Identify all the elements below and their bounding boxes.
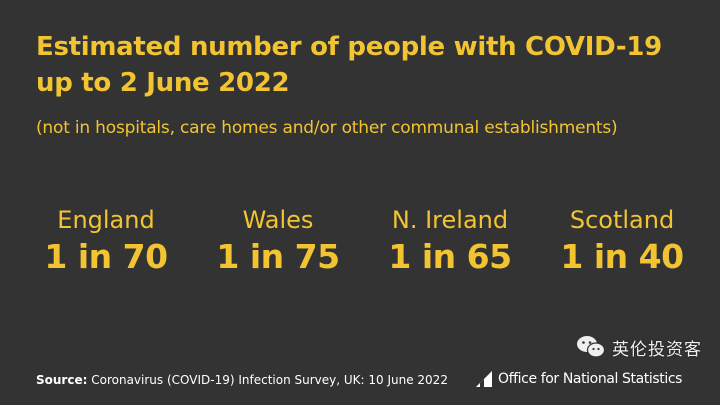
stat-region-name: England bbox=[57, 206, 155, 234]
watermark-text: 英伦投资客 bbox=[612, 339, 702, 360]
page-subtitle: (not in hospitals, care homes and/or oth… bbox=[36, 118, 618, 138]
stat-wales: Wales 1 in 75 bbox=[192, 204, 364, 284]
ons-logo: Office for National Statistics bbox=[474, 368, 682, 390]
stat-northern-ireland: N. Ireland 1 in 65 bbox=[364, 204, 536, 284]
source-label: Source: bbox=[36, 373, 88, 387]
stat-region-name: Wales bbox=[242, 206, 314, 234]
wechat-watermark: 英伦投资客 bbox=[576, 332, 702, 362]
page-title: Estimated number of people with COVID-19… bbox=[36, 32, 662, 98]
ons-logo-icon bbox=[476, 371, 492, 387]
source-note: Source: Coronavirus (COVID-19) Infection… bbox=[36, 372, 448, 388]
wechat-icon bbox=[577, 336, 606, 358]
stat-value: 1 in 75 bbox=[216, 237, 340, 276]
stat-region-name: N. Ireland bbox=[391, 206, 509, 234]
ons-logo-text: Office for National Statistics bbox=[498, 371, 683, 387]
source-text: Coronavirus (COVID-19) Infection Survey,… bbox=[91, 373, 448, 387]
stat-region-name: Scotland bbox=[569, 206, 675, 234]
stat-value: 1 in 40 bbox=[560, 237, 684, 276]
stat-value: 1 in 70 bbox=[44, 237, 168, 276]
stat-england: England 1 in 70 bbox=[20, 204, 192, 284]
region-stats: England 1 in 70 Wales 1 in 75 N. Ireland… bbox=[20, 204, 708, 284]
stat-scotland: Scotland 1 in 40 bbox=[536, 204, 708, 284]
stat-value: 1 in 65 bbox=[388, 237, 512, 276]
